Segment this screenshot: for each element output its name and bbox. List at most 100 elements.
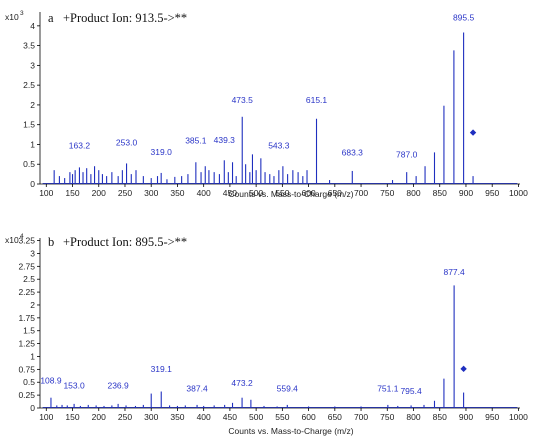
y-scale-exponent: 3 [20, 10, 24, 17]
panel-label-a: a [48, 11, 54, 25]
peak-label: 473.5 [232, 95, 254, 105]
y-tick-label: 1.75 [18, 313, 35, 323]
x-tick-label: 750 [380, 412, 394, 422]
x-tick-label: 200 [92, 412, 106, 422]
peak-label: 319.0 [151, 147, 173, 157]
peak-label: 787.0 [396, 150, 418, 160]
chart-title-b: +Product Ion: 895.5->** [63, 235, 187, 249]
precursor-marker [469, 129, 477, 136]
x-tick-label: 550 [275, 412, 289, 422]
panel-a: x10 3 a +Product Ion: 913.5->** 0 0.5 1 1.5… [5, 10, 528, 199]
y-tick-label: 0.5 [23, 159, 35, 169]
plot-area-b: 0 0.25 0.5 0.75 1 1.25 1.5 1.75 2 2.25 2.5 2.75 3 3.2… [18, 236, 528, 422]
x-tick-label: 250 [118, 412, 132, 422]
x-tick-label: 950 [485, 188, 499, 198]
precursor-marker [460, 365, 467, 373]
peak-label: 559.4 [277, 384, 299, 394]
peak-label: 751.1 [377, 384, 399, 394]
x-tick-label: 700 [354, 188, 368, 198]
x-tick-label: 550 [275, 188, 289, 198]
peak-label: 683.3 [342, 148, 364, 158]
x-tick-label: 650 [328, 412, 342, 422]
peak-label: 253.0 [116, 137, 138, 147]
panel-b: x10 4 b +Product Ion: 895.5->** 0 0.25 0.5… [5, 233, 528, 436]
x-tick-label: 450 [223, 412, 237, 422]
peak-label: 543.3 [268, 140, 290, 150]
x-axis-title-a: Counts vs. Mass-to-Charge (m/z) [228, 189, 353, 199]
x-tick-label: 850 [433, 188, 447, 198]
x-tick-label: 600 [301, 412, 315, 422]
x-tick-label: 750 [380, 188, 394, 198]
x-tick-label: 1000 [509, 412, 528, 422]
y-tick-label: 2.75 [18, 261, 35, 271]
peak-label: 795.4 [400, 386, 422, 396]
chart-title-a: +Product Ion: 913.5->** [63, 11, 187, 25]
x-tick-label: 800 [406, 188, 420, 198]
y-tick-label: 1 [30, 351, 35, 361]
x-tick-label: 100 [39, 188, 53, 198]
y-tick-label: 3 [30, 60, 35, 70]
y-tick-label: 0 [30, 179, 35, 189]
y-tick-label: 4 [30, 21, 35, 31]
x-tick-label: 900 [459, 412, 473, 422]
y-scale-base: x10 [5, 235, 19, 245]
peak-label: 385.1 [185, 136, 207, 146]
y-tick-label: 0.5 [23, 377, 35, 387]
x-tick-label: 200 [92, 188, 106, 198]
y-tick-label: 0.75 [18, 364, 35, 374]
x-tick-label: 250 [118, 188, 132, 198]
x-tick-label: 400 [197, 412, 211, 422]
x-tick-label: 600 [301, 188, 315, 198]
x-tick-label: 100 [39, 412, 53, 422]
x-tick-label: 700 [354, 412, 368, 422]
y-tick-label: 2.5 [23, 80, 35, 90]
y-tick-label: 1 [30, 139, 35, 149]
peak-label: 319.1 [151, 364, 173, 374]
x-tick-label: 900 [459, 188, 473, 198]
peak-label: 615.1 [306, 95, 328, 105]
peak-label: 153.0 [63, 380, 85, 390]
peak-label: 387.4 [186, 384, 208, 394]
x-tick-label: 500 [249, 188, 263, 198]
y-tick-label: 3 [30, 248, 35, 258]
peak-label: 236.9 [107, 380, 129, 390]
y-tick-label: 0 [30, 403, 35, 413]
y-scale-b: x10 [5, 235, 19, 245]
peak-label: 895.5 [453, 13, 475, 23]
x-tick-label: 150 [65, 412, 79, 422]
y-tick-label: 2 [30, 300, 35, 310]
peak-label: 473.2 [231, 378, 253, 388]
plot-area-a: 0 0.5 1 1.5 2 2.5 3 3.5 4 100 150 200 250 300 350 400 45… [23, 12, 528, 198]
peak-label: 108.9 [40, 375, 62, 385]
y-scale-base: x10 [5, 12, 19, 22]
peak-label: 163.2 [69, 140, 91, 150]
y-tick-label: 3.5 [23, 41, 35, 51]
y-tick-label: 1.5 [23, 120, 35, 130]
panel-label-b: b [48, 235, 54, 249]
peak-label: 877.4 [443, 267, 465, 277]
peak-label: 439.3 [214, 135, 236, 145]
x-tick-label: 650 [328, 188, 342, 198]
x-tick-label: 300 [144, 412, 158, 422]
x-tick-label: 400 [197, 188, 211, 198]
y-tick-label: 1.25 [18, 339, 35, 349]
x-tick-label: 500 [249, 412, 263, 422]
x-axis-title-b: Counts vs. Mass-to-Charge (m/z) [228, 426, 353, 436]
y-tick-label: 1.5 [23, 326, 35, 336]
y-tick-label: 2 [30, 100, 35, 110]
x-tick-label: 800 [406, 412, 420, 422]
y-tick-label: 0.25 [18, 390, 35, 400]
x-tick-label: 450 [223, 188, 237, 198]
y-scale-a: x10 [5, 12, 19, 22]
x-tick-label: 1000 [509, 188, 528, 198]
x-tick-label: 850 [433, 412, 447, 422]
x-tick-label: 350 [170, 188, 184, 198]
y-tick-label: 3.25 [18, 236, 35, 246]
y-tick-label: 2.5 [23, 274, 35, 284]
x-tick-label: 150 [65, 188, 79, 198]
y-tick-label: 2.25 [18, 287, 35, 297]
x-tick-label: 950 [485, 412, 499, 422]
x-tick-label: 300 [144, 188, 158, 198]
y-scale-exponent: 4 [20, 233, 24, 240]
